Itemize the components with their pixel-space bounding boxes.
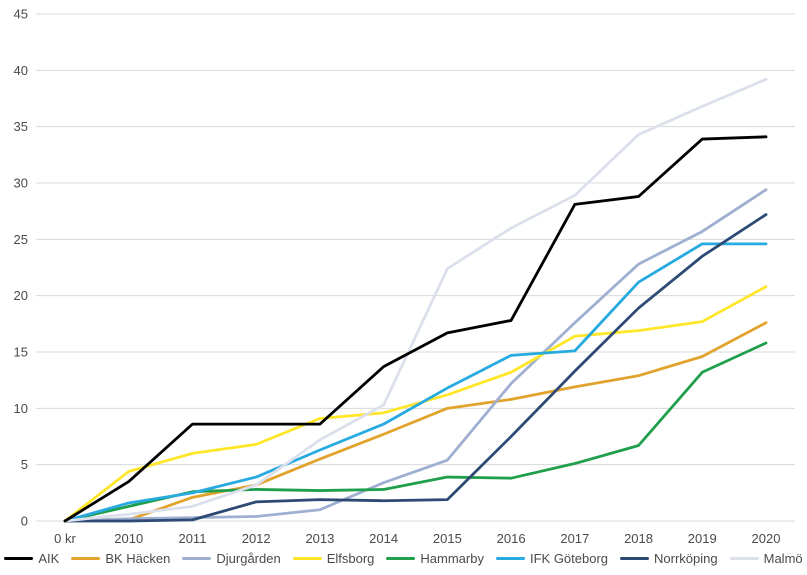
legend-item-aik: AIK	[4, 551, 59, 566]
y-axis-label-0: 0	[21, 514, 28, 529]
legend-item-bk-h-cken: BK Häcken	[71, 551, 170, 566]
legend-item-norrk-ping: Norrköping	[620, 551, 718, 566]
x-axis-label-8: 2017	[560, 531, 589, 546]
y-axis-label-20: 20	[14, 288, 28, 303]
y-axis-label-40: 40	[14, 63, 28, 78]
legend-label: Norrköping	[654, 551, 718, 566]
legend-swatch-icon	[495, 557, 525, 560]
legend-item-hammarby: Hammarby	[386, 551, 484, 566]
series-line-malm-	[63, 77, 768, 523]
series-line-aik	[63, 135, 768, 523]
legend-swatch-icon	[729, 557, 759, 560]
y-axis-label-25: 25	[14, 232, 28, 247]
legend-label: Elfsborg	[326, 551, 375, 566]
y-axis-label-35: 35	[14, 119, 28, 134]
x-axis-label-1: 2010	[114, 531, 143, 546]
legend-label: Hammarby	[420, 551, 484, 566]
legend-label: IFK Göteborg	[529, 551, 609, 566]
y-axis-label-30: 30	[14, 176, 28, 191]
y-axis-label-10: 10	[14, 401, 28, 416]
legend-label: Djurgården	[216, 551, 281, 566]
legend-label: AIK	[38, 551, 60, 566]
legend-item-ifk-g-teborg: IFK Göteborg	[495, 551, 609, 566]
chart-legend: AIK BK Häcken Djurgården Elfsborg Hammarby IF…	[0, 551, 807, 566]
x-axis-label-7: 2016	[497, 531, 526, 546]
y-axis-label-5: 5	[21, 457, 28, 472]
legend-item-elfsborg: Elfsborg	[292, 551, 375, 566]
x-axis-label-0: 0 kr	[54, 531, 76, 546]
x-axis-label-10: 2019	[688, 531, 717, 546]
series-line-ifk-g-teborg	[63, 242, 768, 523]
x-axis-label-5: 2014	[369, 531, 398, 546]
y-axis-label-15: 15	[14, 345, 28, 360]
y-axis-label-45: 45	[14, 7, 28, 22]
legend-swatch-icon	[71, 557, 101, 560]
series-line-elfsborg	[63, 285, 768, 523]
legend-swatch-icon	[386, 557, 416, 560]
series-line-bk-h-cken	[63, 321, 768, 523]
x-axis-label-9: 2018	[624, 531, 653, 546]
x-axis-label-6: 2015	[433, 531, 462, 546]
legend-swatch-icon	[620, 557, 650, 560]
x-axis-label-2: 2011	[178, 531, 206, 546]
x-axis-label-3: 2012	[242, 531, 271, 546]
legend-swatch-icon	[292, 557, 322, 560]
legend-label: BK Häcken	[105, 551, 171, 566]
legend-label: Malmö	[763, 551, 803, 566]
series-line-norrk-ping	[63, 213, 768, 523]
x-axis-label-11: 2020	[752, 531, 781, 546]
legend-swatch-icon	[4, 557, 34, 560]
legend-item-djurg-rden: Djurgården	[182, 551, 281, 566]
legend-item-malm-: Malmö	[729, 551, 803, 566]
series-line-djurg-rden	[63, 188, 768, 523]
x-axis-label-4: 2013	[305, 531, 334, 546]
legend-swatch-icon	[182, 557, 212, 560]
